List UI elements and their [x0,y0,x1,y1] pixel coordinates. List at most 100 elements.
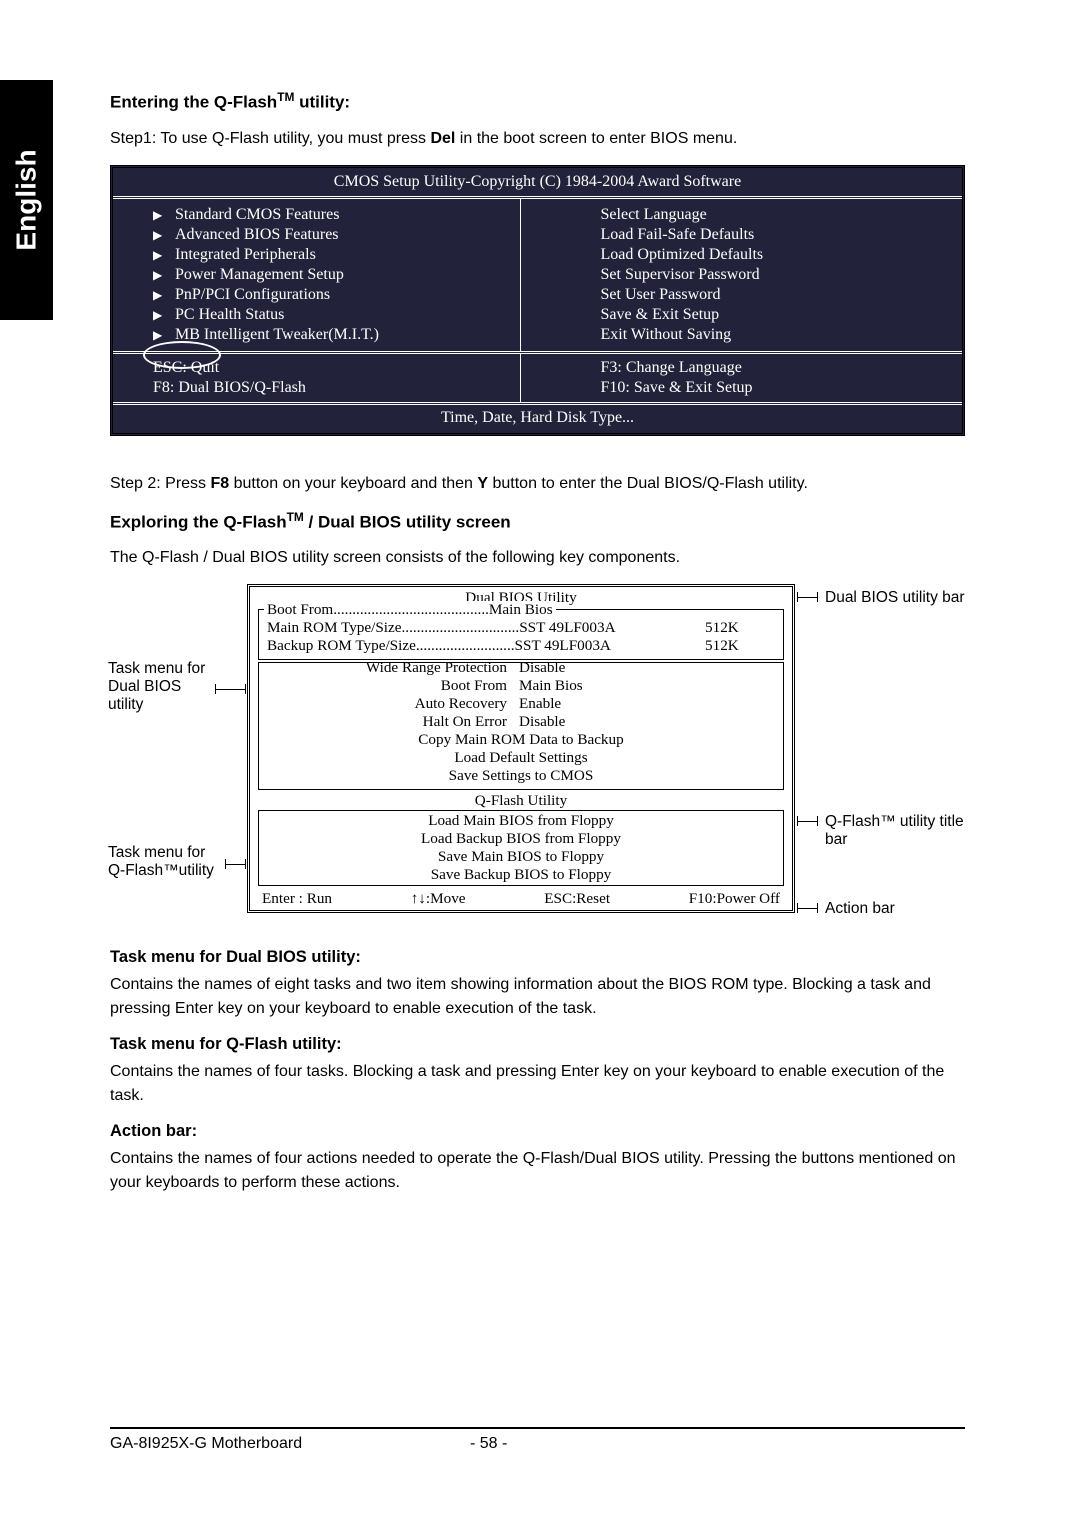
setting-key: Halt On Error [339,713,519,731]
setting-key: Wide Range Protection [339,659,519,677]
language-tab: English [0,80,53,320]
qflash-task: Load Main BIOS from Floppy [259,812,783,830]
main-rom-row: Main ROM Type/Size......................… [267,619,775,637]
step2-pre: Step 2: Press [110,475,211,492]
bios-menu-item: Load Optimized Defaults [601,245,962,265]
bios-menu-item: ▶PC Health Status [153,305,520,325]
step1-post: in the boot screen to enter BIOS menu. [455,130,737,147]
heading-entering-qflash: Entering the Q-FlashTM utility: [110,90,965,113]
action-move: ↑↓:Move [411,890,466,908]
connector-cap [817,592,818,602]
bios-menu-item: ▶Standard CMOS Features [153,205,520,225]
center-line: Load Default Settings [267,749,775,767]
main-rom-value: SST 49LF003A [519,619,615,636]
label-line: Q-Flash™ utility title [825,813,1005,831]
boot-from-row: Boot From...............................… [264,601,556,619]
bios-item-label: Advanced BIOS Features [175,226,339,243]
setting-value: Enable [519,695,561,713]
connector-cap [245,859,246,869]
backup-rom-label: Backup ROM Type/Size [267,637,416,654]
bios-hint-f10: F10: Save & Exit Setup [601,378,962,398]
bios-menu-item: ▶Power Management Setup [153,265,520,285]
action-f10: F10:Power Off [689,890,780,908]
bios-left-column: ▶Standard CMOS Features ▶Advanced BIOS F… [113,199,521,351]
para-task-dual: Contains the names of eight tasks and tw… [110,973,965,1021]
main-rom-label: Main ROM Type/Size [267,619,402,636]
step1-pre: Step1: To use Q-Flash utility, you must … [110,130,430,147]
backup-rom-value: SST 49LF003A [515,637,611,654]
step1-text: Step1: To use Q-Flash utility, you must … [110,127,965,151]
setting-value: Disable [519,713,565,731]
center-line: Copy Main ROM Data to Backup [267,731,775,749]
setting-value: Disable [519,659,565,677]
connector-cap [225,859,226,869]
step2-key-f8: F8 [211,475,230,492]
bios-menu-item: Set User Password [601,285,962,305]
label-line: Task menu for [108,844,238,862]
para-task-qflash: Contains the names of four tasks. Blocki… [110,1060,965,1108]
intro-exploring: The Q-Flash / Dual BIOS utility screen c… [110,546,965,570]
label-dualbios-bar: Dual BIOS utility bar [825,589,965,607]
bios-item-label: Integrated Peripherals [175,246,316,263]
triangle-icon: ▶ [153,288,175,303]
label-line: bar [825,831,1005,849]
bios-hint-f8: F8: Dual BIOS/Q-Flash [153,378,520,398]
label-action-bar: Action bar [825,900,895,918]
triangle-icon: ▶ [153,308,175,323]
page-content: Entering the Q-FlashTM utility: Step1: T… [110,90,965,1209]
bios-menu-item: Select Language [601,205,962,225]
step2-key-y: Y [477,475,488,492]
connector-line [797,821,817,822]
boot-from-value: Main Bios [489,601,553,618]
bios-hint-right: F3: Change Language F10: Save & Exit Set… [521,354,962,402]
heading-action-bar: Action bar: [110,1122,965,1141]
bios-menu-item: Exit Without Saving [601,325,962,345]
setting-value: Main Bios [519,677,583,695]
label-line: utility [108,696,228,714]
bios-item-label: MB Intelligent Tweaker(M.I.T.) [175,326,379,343]
bios-item-label: PC Health Status [175,306,284,323]
qflash-task: Load Backup BIOS from Floppy [259,830,783,848]
label-line: Task menu for [108,660,228,678]
triangle-icon: ▶ [153,328,175,343]
footer-rule [110,1427,965,1429]
triangle-icon: ▶ [153,248,175,263]
connector-cap [245,684,246,694]
step2-mid: button on your keyboard and then [229,475,477,492]
bios-hint-row: ESC: Quit F8: Dual BIOS/Q-Flash F3: Chan… [113,351,962,402]
triangle-icon: ▶ [153,208,175,223]
bios-hint-f3: F3: Change Language [601,358,962,378]
dual-bios-tasks-section: Wide Range ProtectionDisable Boot FromMa… [258,662,784,790]
boot-from-label: Boot From [267,601,333,618]
qflash-title: Q-Flash Utility [250,792,792,810]
main-rom-size: 512K [705,619,775,637]
backup-rom-size: 512K [705,637,775,655]
main-rom-left: Main ROM Type/Size......................… [267,619,705,637]
triangle-icon: ▶ [153,228,175,243]
center-line: Save Settings to CMOS [267,767,775,785]
qflash-task: Save Main BIOS to Floppy [259,848,783,866]
connector-cap [797,592,798,602]
step1-key: Del [430,130,455,147]
bios-hint-left: ESC: Quit F8: Dual BIOS/Q-Flash [113,354,521,402]
bios-menu-item: ▶Advanced BIOS Features [153,225,520,245]
page-footer: GA-8I925X-G Motherboard - 58 - [110,1427,965,1453]
bios-menu-item: Set Supervisor Password [601,265,962,285]
heading-task-qflash: Task menu for Q-Flash utility: [110,1035,965,1054]
bios-menu-item: ▶MB Intelligent Tweaker(M.I.T.) [153,325,520,345]
para-action-bar: Contains the names of four actions neede… [110,1147,965,1195]
label-line: Q-Flash™utility [108,862,238,880]
heading-exploring-qflash: Exploring the Q-FlashTM / Dual BIOS util… [110,510,965,533]
bios-item-label: Power Management Setup [175,266,344,283]
setting-row: Wide Range ProtectionDisable [339,659,775,677]
connector-cap [817,903,818,913]
dual-bios-info-section: Boot From...............................… [258,609,784,660]
bios-columns: ▶Standard CMOS Features ▶Advanced BIOS F… [113,196,962,351]
bios-item-label: Standard CMOS Features [175,206,339,223]
bios-title: CMOS Setup Utility-Copyright (C) 1984-20… [113,168,962,196]
bios-hint-esc: ESC: Quit [153,358,520,378]
footer-row: GA-8I925X-G Motherboard - 58 - [110,1435,965,1453]
dual-bios-settings: Wide Range ProtectionDisable Boot FromMa… [267,659,775,731]
connector-line [797,597,817,598]
bios-setup-screenshot: CMOS Setup Utility-Copyright (C) 1984-20… [110,165,965,436]
